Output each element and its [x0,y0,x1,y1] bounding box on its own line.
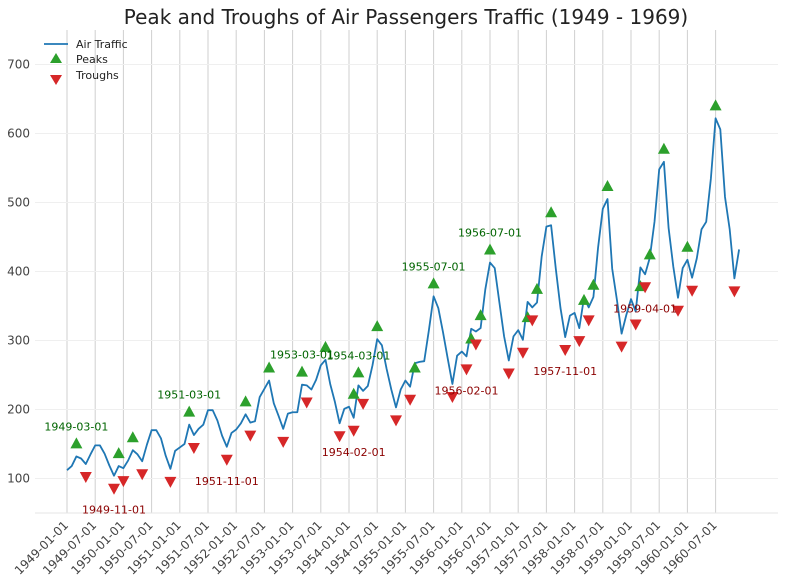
trough-marker [502,368,515,380]
trough-annotation: 1951-11-01 [195,475,259,488]
peak-marker [545,206,558,218]
y-tick-label: 200 [7,403,30,417]
peak-annotation: 1955-07-01 [402,260,466,273]
legend-label-troughs: Troughs [75,69,119,82]
trough-marker [108,483,120,495]
trough-marker [446,391,459,403]
legend: Air Traffic Peaks Troughs [44,38,128,85]
trough-marker [136,469,149,481]
peak-marker [474,309,487,321]
trough-marker [357,398,370,410]
trough-marker [728,286,741,298]
trough-marker [277,436,290,448]
trough-marker [672,305,684,317]
peak-annotation: 1956-07-01 [458,227,522,240]
legend-label-peaks: Peaks [76,53,108,66]
y-tick-label: 500 [7,196,30,210]
series-layer [66,117,740,477]
legend-label-air-traffic: Air Traffic [76,38,128,51]
series-line-air-traffic [66,117,740,477]
trough-marker [526,315,539,327]
axes: 1949-01-011949-07-011950-01-011950-07-01… [7,58,778,577]
trough-annotation: 1949-11-01 [82,504,146,517]
trough-marker [333,431,346,443]
peak-annotation: 1953-03-01 [270,349,334,362]
peak-annotation: 1954-03-01 [326,349,390,362]
trough-marker [516,347,529,359]
peak-marker [371,320,384,332]
y-tick-label: 600 [7,127,30,141]
grid-lines [35,30,778,513]
trough-marker-icon [50,75,62,85]
peak-marker [239,395,252,407]
trough-marker [244,430,257,442]
trough-marker [404,394,417,406]
trough-annotation: 1959-04-01 [613,302,677,315]
trough-marker [220,454,233,466]
peak-marker [408,361,421,373]
peak-annotation: 1949-03-01 [44,420,108,433]
markers-layer [70,99,741,495]
peak-marker [319,340,332,352]
peak-marker [112,447,125,459]
peak-marker [709,99,722,111]
trough-marker [639,282,652,294]
trough-marker [164,476,177,488]
peak-marker-icon [50,53,62,63]
peak-marker [681,240,694,252]
trough-marker [469,339,482,351]
trough-marker [79,472,92,484]
peak-marker [347,387,360,399]
trough-annotation: 1956-02-01 [435,384,499,397]
peak-marker [352,366,365,378]
trough-marker [300,397,313,409]
peak-marker [427,277,440,289]
peak-marker [484,243,496,255]
peak-marker [657,142,670,154]
peak-marker [183,405,196,417]
peak-marker [531,282,543,294]
peak-annotation: 1951-03-01 [157,389,221,402]
y-tick-label: 100 [7,472,30,486]
trough-marker [686,285,699,297]
peak-marker [643,248,656,260]
trough-annotation: 1954-02-01 [322,446,386,459]
peak-marker [601,180,614,192]
trough-marker [629,319,642,331]
trough-marker [347,425,360,437]
peak-marker [578,293,590,305]
trough-marker [117,476,130,488]
trough-marker [460,364,473,376]
peak-marker [263,361,276,373]
y-tick-label: 700 [7,58,30,72]
trough-annotation: 1957-11-01 [533,365,597,378]
trough-marker [573,336,586,348]
peak-marker [126,431,139,443]
peak-marker [587,278,600,290]
trough-marker [615,341,628,353]
annotation-layer: 1949-03-01 1951-03-01 1953-03-011954-03-01… [44,227,677,517]
trough-marker [582,315,595,327]
trough-marker [390,415,402,427]
peak-marker [296,365,308,377]
trough-marker [559,345,572,357]
trough-marker [187,443,200,455]
peak-marker [70,437,83,449]
y-tick-label: 400 [7,265,30,279]
chart-title: Peak and Troughs of Air Passengers Traff… [124,5,688,29]
y-tick-label: 300 [7,334,30,348]
